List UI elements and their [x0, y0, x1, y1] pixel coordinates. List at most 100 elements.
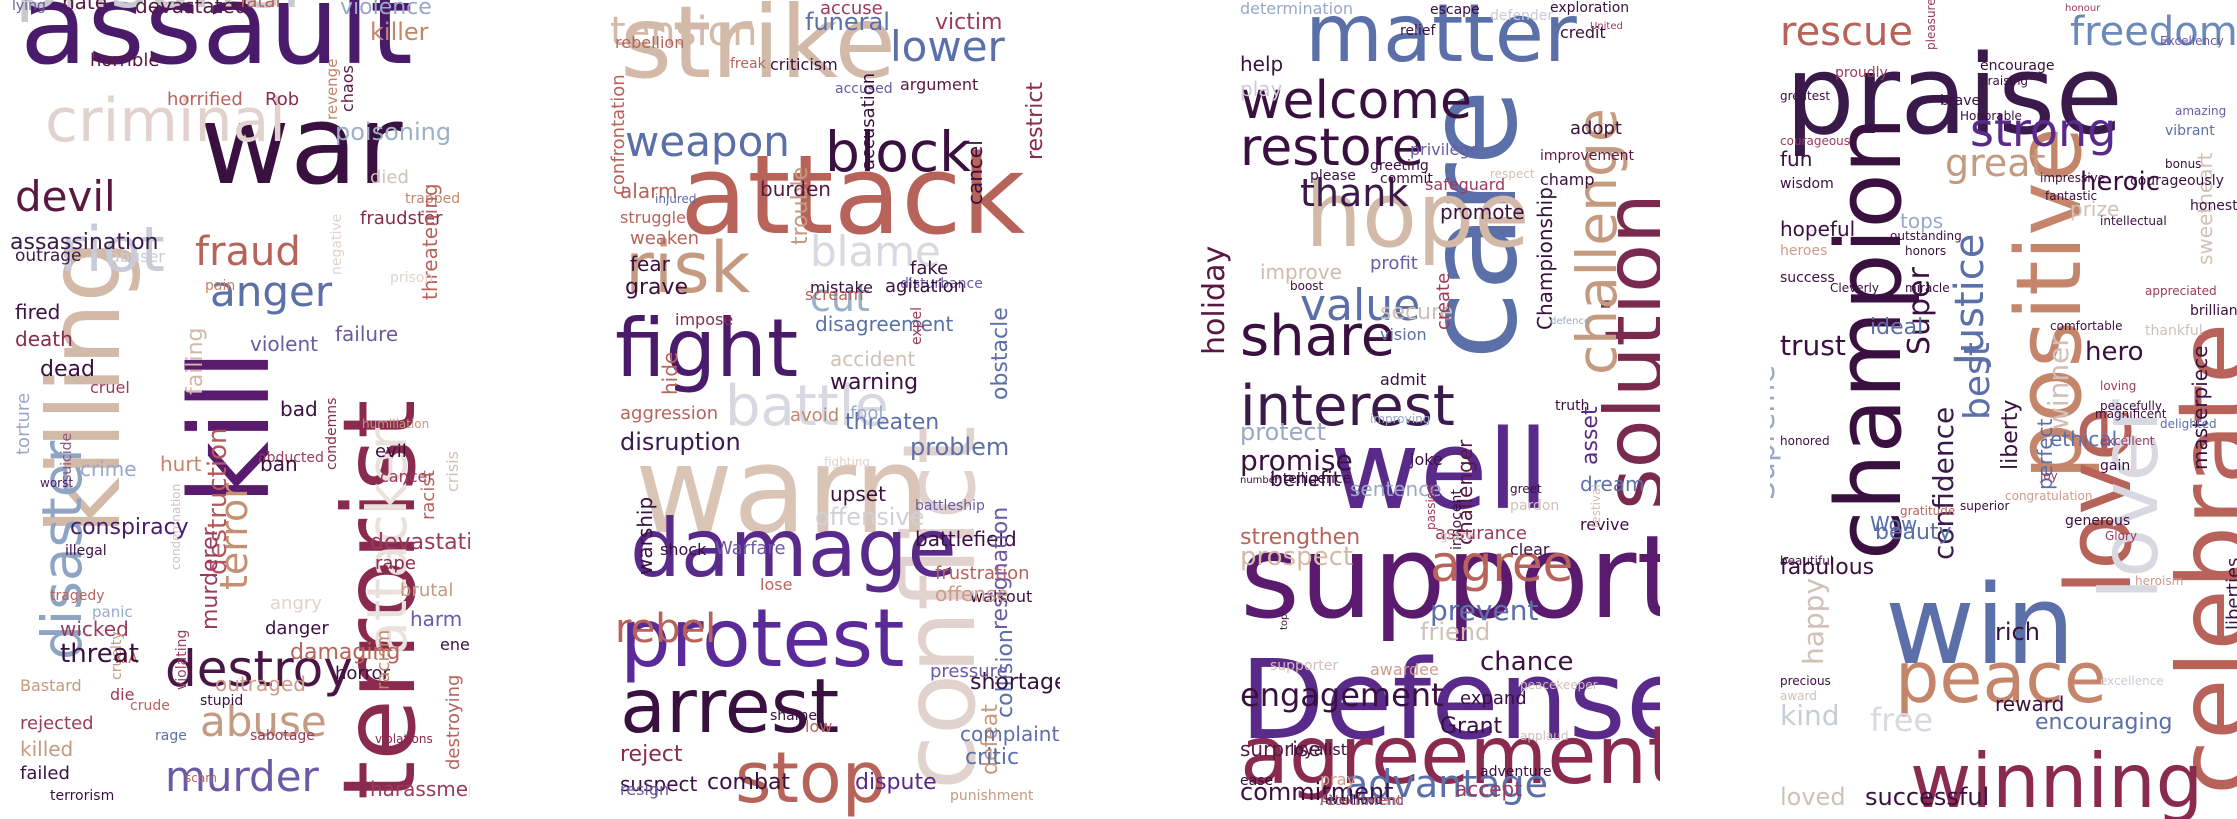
word: hide	[658, 351, 682, 395]
word: expand	[1460, 688, 1527, 710]
word: blame	[810, 226, 941, 276]
word: confrontation	[608, 74, 629, 195]
word: bonus	[2165, 157, 2202, 172]
word: illegal	[65, 542, 107, 559]
word: battleship	[915, 497, 985, 514]
word: courageous	[1780, 134, 1851, 149]
word: abuser	[110, 246, 165, 266]
word: play	[1240, 76, 1283, 101]
word: pain	[205, 277, 236, 294]
word: shame	[770, 707, 817, 724]
word: outrage	[15, 246, 82, 267]
word: praise	[1785, 30, 2124, 159]
word: murderer	[198, 527, 223, 630]
word: rape	[375, 553, 416, 575]
word: threat	[60, 638, 139, 669]
word: accusation	[858, 72, 879, 170]
word: prisoner	[15, 0, 311, 18]
word: devastating	[370, 529, 470, 555]
word: loyalist	[1290, 739, 1348, 759]
word: Glory	[2105, 529, 2138, 544]
word: failing	[183, 327, 208, 395]
word: punishment	[950, 787, 1034, 804]
word: Defense	[1240, 635, 1660, 764]
word: died	[370, 167, 409, 189]
word: frustration	[935, 563, 1030, 585]
word: loved	[1780, 783, 1846, 812]
word: matter	[1305, 0, 1577, 81]
word: failed	[20, 763, 70, 785]
word: weapon	[625, 116, 790, 166]
word: criticism	[770, 54, 838, 74]
word: please	[1310, 167, 1356, 184]
word: value	[1300, 279, 1421, 331]
word: crime	[80, 456, 137, 481]
word: anger	[210, 266, 333, 316]
word: accident	[830, 346, 916, 371]
word: support	[1240, 510, 1660, 645]
word: devil	[15, 171, 116, 221]
word: greet	[1510, 482, 1542, 497]
word: terrorism	[50, 787, 115, 804]
word: brilliant	[2190, 302, 2237, 319]
word: credit	[1560, 22, 1606, 42]
word: outraged	[215, 671, 306, 696]
word: humiliation	[362, 417, 430, 432]
word: torture	[13, 392, 34, 455]
word: rejected	[20, 713, 94, 735]
word: block	[825, 119, 971, 184]
word: mistake	[810, 277, 873, 297]
word: beautiful	[1780, 554, 1834, 569]
word: recommend	[1320, 792, 1404, 809]
word: funeral	[805, 8, 890, 37]
word: alarm	[620, 178, 678, 203]
word: fraud	[195, 229, 301, 276]
word: congratulation	[2005, 489, 2093, 504]
word: holiday	[1197, 245, 1232, 355]
word: hate	[62, 0, 108, 14]
word: Rob	[265, 89, 300, 111]
word-cloud-conflict: strike attack conflict warn fight damage prote…	[580, 0, 1060, 819]
word: chance	[1480, 646, 1574, 677]
word: thankful	[2145, 322, 2203, 339]
word: evil	[375, 441, 407, 463]
word: honored	[1780, 434, 1830, 449]
word: honour	[2065, 2, 2101, 14]
word: free	[1870, 700, 1934, 739]
word: combat	[707, 769, 791, 795]
word: courageously	[2130, 172, 2224, 189]
word: restrict	[1023, 81, 1048, 160]
word: rescue	[1780, 9, 1913, 56]
word: truth	[1555, 397, 1590, 414]
word: Cleverly	[1830, 281, 1879, 296]
word: racism	[373, 629, 394, 690]
word: tension	[610, 9, 758, 56]
word: precious	[1780, 674, 1831, 689]
word: excellence	[2100, 674, 2164, 689]
word: critic	[965, 744, 1020, 770]
word: restore	[1240, 118, 1424, 179]
word: applaud	[1520, 729, 1569, 744]
word: hopeful	[1780, 216, 1856, 241]
word: kind	[1780, 699, 1840, 733]
word: scam	[185, 771, 217, 786]
word: winner	[2042, 335, 2075, 430]
word: warning	[830, 369, 919, 395]
word: commitment	[1240, 778, 1394, 807]
word: revive	[1580, 514, 1630, 534]
word: wisdom	[1780, 175, 1834, 192]
word: protect	[1240, 418, 1327, 447]
word: help	[1240, 51, 1284, 76]
word: Warfare	[715, 538, 786, 560]
word: livelihood	[1325, 793, 1383, 808]
word: strong	[1970, 103, 2117, 158]
word: victim	[935, 9, 1003, 35]
word: accuse	[820, 0, 883, 20]
word: greeting	[1370, 157, 1429, 174]
word: determination	[1240, 0, 1354, 18]
word: admit	[1380, 369, 1427, 389]
word: passion	[1424, 484, 1438, 530]
word: grace	[1440, 529, 1474, 544]
word: miracle	[1905, 281, 1950, 296]
word: problem	[910, 433, 1010, 462]
